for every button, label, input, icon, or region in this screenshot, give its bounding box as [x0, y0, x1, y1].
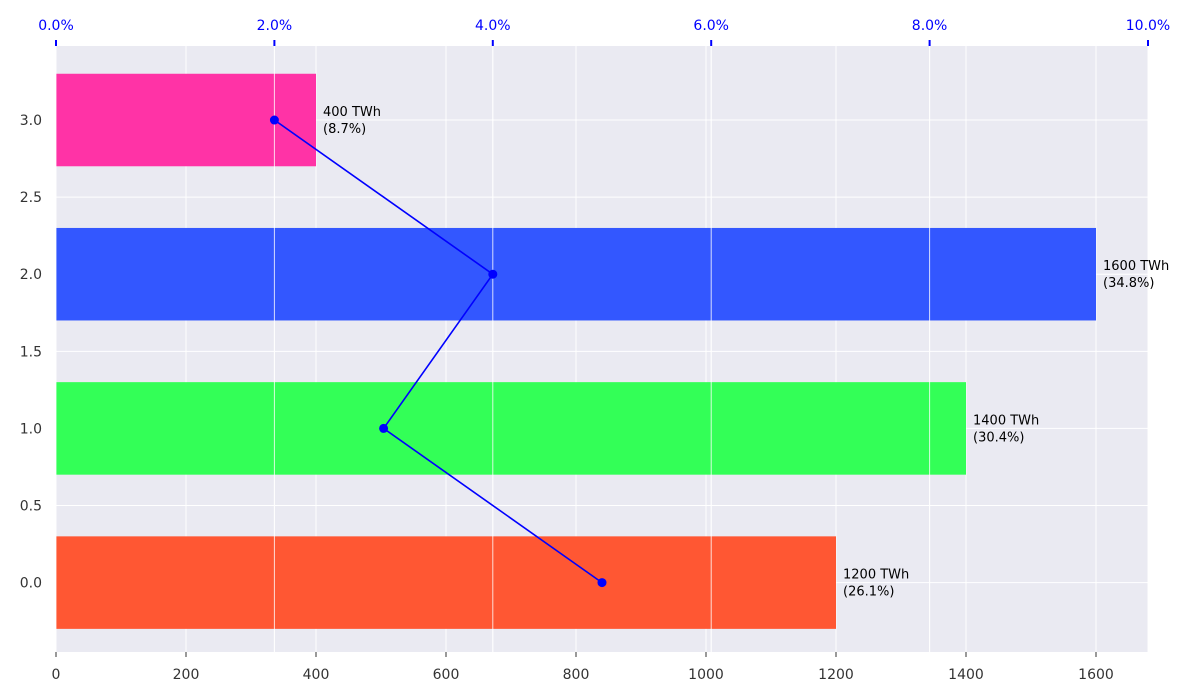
x-tick-label: 0	[52, 667, 61, 683]
x-axis-bottom: 0 200 400 600 800 1000 1200 1400 1600	[52, 652, 1114, 683]
bar	[56, 382, 966, 475]
pct-line-point	[597, 578, 607, 588]
x-tick-label: 1600	[1078, 667, 1114, 683]
y-tick-label: 0.5	[20, 499, 42, 515]
x-tick-label: 800	[563, 667, 590, 683]
pct-line-path	[273, 119, 603, 584]
bar-value-label: 1200 TWh	[843, 568, 909, 583]
y-tick-label: 2.0	[20, 267, 42, 283]
x-tick-label: 1000	[688, 667, 724, 683]
y-tick-label: 0.0	[20, 576, 42, 592]
bar-value-label: 400 TWh	[323, 105, 381, 120]
pct-line	[269, 115, 607, 588]
x-top-tick-label: 6.0%	[693, 18, 729, 34]
bars	[55, 46, 1149, 652]
pct-line-point	[269, 115, 279, 125]
x-tick-label: 1400	[948, 667, 984, 683]
x-tick-label: 200	[173, 667, 200, 683]
x-tick-label: 1200	[818, 667, 854, 683]
y-tick-label: 1.0	[20, 421, 42, 437]
bar-pct-label: (8.7%)	[323, 122, 366, 137]
x-top-tick-label: 8.0%	[912, 18, 948, 34]
x-top-tick-label: 2.0%	[257, 18, 293, 34]
x-top-tick-label: 4.0%	[475, 18, 511, 34]
bar-pct-label: (30.4%)	[973, 430, 1024, 445]
bar	[56, 227, 1096, 321]
bar-pct-label: (26.1%)	[843, 585, 894, 600]
x-tick-label: 600	[433, 667, 460, 683]
pct-line-point	[488, 269, 498, 279]
pct-line-point	[379, 423, 389, 433]
bar	[56, 536, 836, 629]
bar-value-label: 1400 TWh	[973, 413, 1039, 428]
bar-pct-label: (34.8%)	[1103, 276, 1154, 291]
x-top-tick-label: 0.0%	[38, 18, 74, 34]
y-tick-label: 1.5	[20, 344, 42, 360]
y-axis: 0.0 0.5 1.0 1.5 2.0 2.5 3.0	[20, 113, 42, 592]
x-tick-label: 400	[303, 667, 330, 683]
bar-labels: 1200 TWh (26.1%) 1400 TWh (30.4%) 1600 TWh (3…	[323, 105, 1169, 600]
x-top-tick-label: 10.0%	[1126, 18, 1170, 34]
y-tick-label: 3.0	[20, 113, 42, 129]
bar-value-label: 1600 TWh	[1103, 259, 1169, 274]
x-axis-top: 0.0% 2.0% 4.0% 6.0% 8.0% 10.0%	[38, 18, 1170, 46]
y-tick-label: 2.5	[20, 190, 42, 206]
